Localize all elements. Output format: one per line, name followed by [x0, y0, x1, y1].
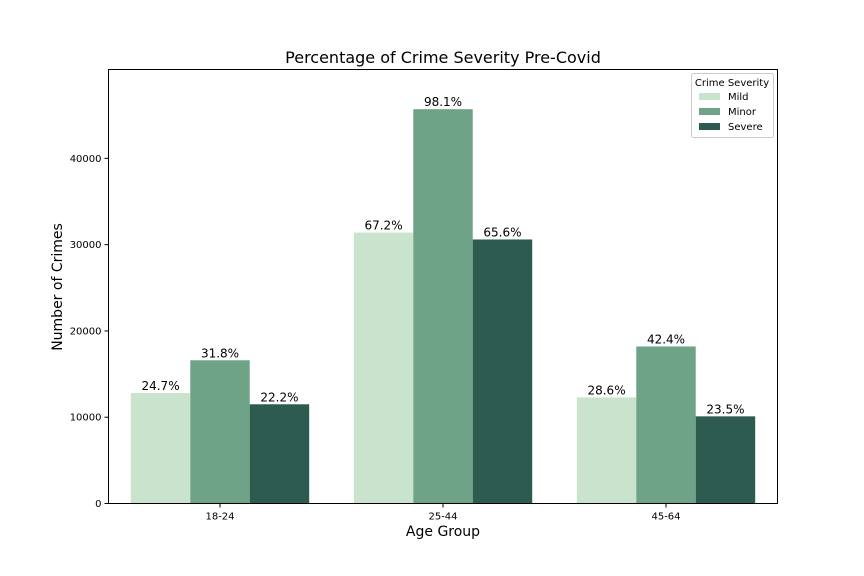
x-tick-label: 18-24	[205, 512, 234, 523]
bar-value-label: 65.6%	[483, 225, 521, 239]
bar-severe-25-44	[472, 239, 533, 504]
bar-minor-18-24	[190, 360, 250, 504]
legend-label-mild: Mild	[728, 92, 749, 103]
legend: Crime Severity Mild Minor Severe	[691, 73, 774, 138]
bar-minor-25-44	[413, 109, 473, 504]
bar-minor-45-64	[636, 346, 696, 504]
bar-value-label: 31.8%	[201, 346, 239, 360]
chart-title: Percentage of Crime Severity Pre-Covid	[285, 48, 601, 67]
bar-value-label: 67.2%	[364, 219, 402, 233]
bar-value-label: 22.2%	[260, 390, 298, 404]
legend-box	[691, 73, 774, 138]
x-tick-label: 25-44	[428, 512, 457, 523]
bar-severe-45-64	[695, 416, 756, 504]
x-axis-label: Age Group	[406, 524, 480, 540]
x-tick-label: 45-64	[651, 512, 680, 523]
legend-label-minor: Minor	[728, 107, 757, 118]
bar-mild-45-64	[576, 397, 637, 504]
y-axis-label: Number of Crimes	[50, 223, 66, 351]
bar-mild-25-44	[353, 232, 414, 504]
bar-mild-18-24	[130, 393, 191, 504]
y-tick-label: 20000	[70, 326, 102, 337]
y-tick-label: 10000	[70, 413, 102, 424]
bar-value-label: 98.1%	[424, 95, 462, 109]
bar-value-label: 28.6%	[587, 383, 625, 397]
legend-items: Mild Minor Severe	[699, 92, 763, 133]
legend-swatch-mild	[699, 93, 720, 100]
y-tick-label: 0	[95, 499, 101, 510]
y-axis: 0 10000 20000 30000 40000	[70, 154, 109, 510]
bar-value-label: 42.4%	[647, 332, 685, 346]
bars-layer	[130, 109, 756, 504]
legend-title: Crime Severity	[695, 78, 769, 89]
bar-severe-18-24	[249, 404, 310, 504]
legend-swatch-severe	[699, 123, 720, 130]
bar-labels-layer: 24.7% 67.2% 28.6% 31.8% 98.1% 42.4% 22.2% 65.6%…	[141, 95, 744, 416]
legend-swatch-minor	[699, 108, 720, 115]
legend-label-severe: Severe	[728, 122, 763, 133]
bar-value-label: 24.7%	[141, 379, 179, 393]
bar-value-label: 23.5%	[706, 402, 744, 416]
x-axis: 18-24 25-44 45-64	[205, 503, 681, 523]
y-tick-label: 30000	[70, 240, 102, 251]
y-tick-label: 40000	[70, 154, 102, 165]
